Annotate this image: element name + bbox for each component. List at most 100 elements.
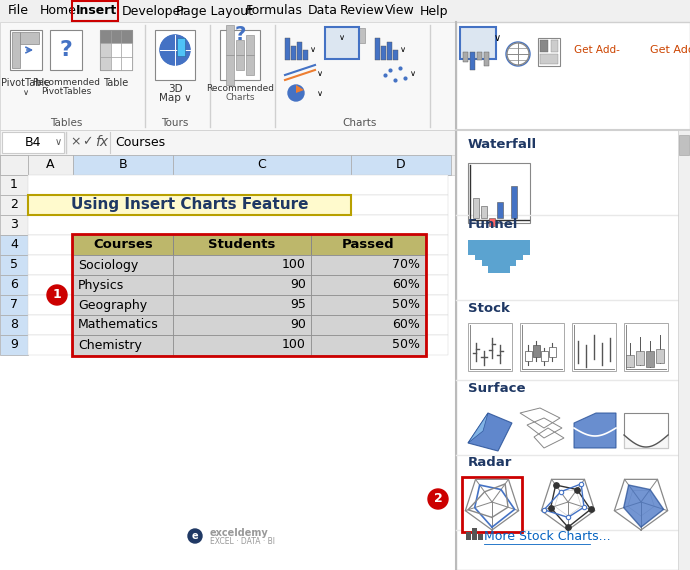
Bar bbox=[72, 234, 426, 356]
Text: Insert: Insert bbox=[76, 5, 117, 18]
Point bbox=[575, 479, 586, 488]
Text: Recommended: Recommended bbox=[32, 78, 100, 87]
Text: Developer: Developer bbox=[122, 5, 186, 18]
Bar bbox=[478, 534, 483, 540]
Point bbox=[562, 513, 573, 522]
Text: Courses: Courses bbox=[115, 136, 165, 149]
Bar bbox=[525, 351, 532, 361]
Point bbox=[578, 503, 589, 512]
Bar bbox=[0, 195, 28, 215]
Bar bbox=[220, 30, 260, 80]
Text: Mathematics: Mathematics bbox=[78, 319, 159, 332]
Bar bbox=[0, 0, 690, 22]
Bar bbox=[50, 30, 82, 70]
Text: Surface: Surface bbox=[468, 381, 526, 394]
Bar bbox=[28, 195, 351, 215]
Bar bbox=[173, 275, 311, 295]
Text: fx: fx bbox=[95, 135, 108, 149]
Text: Table: Table bbox=[104, 78, 128, 88]
Text: ∨: ∨ bbox=[400, 46, 406, 55]
Bar bbox=[311, 275, 425, 295]
Text: Chemistry: Chemistry bbox=[78, 339, 142, 352]
Bar bbox=[328, 39, 333, 53]
Text: ∨: ∨ bbox=[317, 68, 323, 78]
Text: Geography: Geography bbox=[78, 299, 147, 311]
Bar bbox=[28, 175, 448, 195]
Circle shape bbox=[507, 43, 529, 65]
Bar bbox=[177, 38, 185, 56]
Text: 7: 7 bbox=[10, 299, 18, 311]
Bar bbox=[0, 155, 690, 570]
Bar bbox=[0, 255, 28, 275]
Bar bbox=[28, 195, 448, 215]
Bar bbox=[73, 255, 173, 275]
Point bbox=[555, 487, 566, 496]
Text: 100: 100 bbox=[282, 259, 306, 271]
Text: 90: 90 bbox=[290, 319, 306, 332]
Bar bbox=[12, 32, 20, 68]
Bar bbox=[121, 43, 132, 56]
Bar bbox=[311, 255, 425, 275]
Circle shape bbox=[160, 35, 190, 65]
Text: Radar: Radar bbox=[468, 455, 513, 469]
Point bbox=[538, 505, 549, 514]
Text: Page Layout: Page Layout bbox=[176, 5, 253, 18]
Text: Data: Data bbox=[308, 5, 338, 18]
Bar bbox=[0, 315, 28, 335]
Bar bbox=[173, 315, 311, 335]
Bar bbox=[311, 235, 425, 255]
Bar bbox=[28, 275, 448, 295]
Point bbox=[562, 523, 573, 532]
Bar bbox=[334, 45, 339, 53]
Text: ∨: ∨ bbox=[317, 88, 323, 97]
Circle shape bbox=[288, 85, 304, 101]
Text: 2: 2 bbox=[433, 492, 442, 506]
Text: Physics: Physics bbox=[78, 279, 124, 291]
Bar bbox=[173, 255, 311, 275]
Text: ×: × bbox=[70, 136, 81, 149]
Bar bbox=[0, 155, 690, 175]
Polygon shape bbox=[296, 85, 304, 93]
Text: PivotTable: PivotTable bbox=[1, 78, 50, 88]
Text: ∨: ∨ bbox=[339, 32, 345, 42]
Text: Students: Students bbox=[208, 238, 276, 251]
Bar bbox=[489, 218, 495, 226]
Text: 3D: 3D bbox=[168, 84, 182, 94]
Text: View: View bbox=[385, 5, 415, 18]
Bar bbox=[73, 315, 173, 335]
Bar bbox=[0, 215, 28, 235]
Bar bbox=[466, 532, 471, 540]
Bar bbox=[28, 215, 448, 235]
Bar bbox=[540, 40, 548, 52]
Point bbox=[571, 485, 582, 494]
Bar bbox=[236, 55, 244, 70]
Text: ∨: ∨ bbox=[410, 68, 416, 78]
Bar bbox=[624, 323, 668, 371]
Bar bbox=[0, 130, 690, 155]
Bar bbox=[468, 240, 530, 255]
Bar bbox=[346, 43, 351, 53]
Bar bbox=[497, 202, 503, 218]
Bar bbox=[0, 275, 28, 295]
Polygon shape bbox=[574, 413, 616, 448]
Text: ?: ? bbox=[235, 26, 246, 44]
Bar bbox=[340, 35, 345, 53]
Text: 6: 6 bbox=[10, 279, 18, 291]
Bar bbox=[173, 295, 311, 315]
Bar bbox=[173, 335, 311, 355]
Text: Courses: Courses bbox=[93, 238, 153, 251]
Text: Tables: Tables bbox=[50, 118, 82, 128]
Text: ∨: ∨ bbox=[494, 33, 501, 43]
Text: B: B bbox=[119, 158, 128, 172]
Bar bbox=[472, 528, 477, 540]
Text: 90: 90 bbox=[290, 279, 306, 291]
Polygon shape bbox=[624, 485, 664, 527]
Bar bbox=[291, 46, 296, 60]
Bar bbox=[100, 30, 132, 70]
Bar bbox=[481, 206, 487, 218]
Text: More Stock Charts...: More Stock Charts... bbox=[484, 531, 611, 544]
Text: EXCEL · DATA · BI: EXCEL · DATA · BI bbox=[210, 538, 275, 547]
Text: 1: 1 bbox=[52, 288, 61, 302]
Bar bbox=[477, 52, 482, 60]
Bar bbox=[121, 30, 132, 43]
